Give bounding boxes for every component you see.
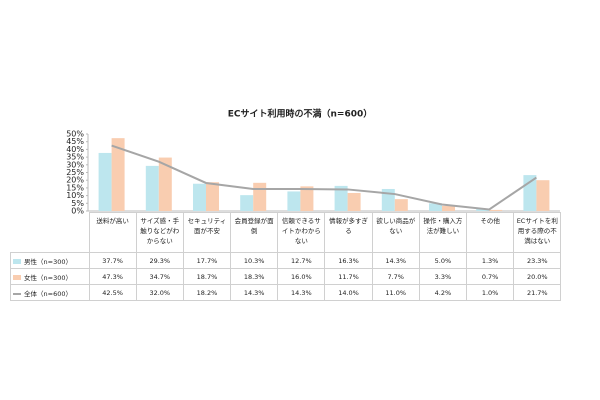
legend-swatch [13,275,21,280]
value-cell: 11.0% [371,284,420,301]
value-cell: 7.7% [371,268,420,285]
bar [476,208,490,211]
value-cell: 18.2% [182,284,232,301]
y-tick-label: 0% [71,207,84,216]
bar [287,191,301,211]
y-tick-label: 25% [66,168,84,177]
value-cell: 1.0% [465,284,515,301]
bar [111,138,125,211]
value-cell: 29.3% [135,252,184,269]
chart-title: ECサイト利用時の不満（n=600） [228,108,373,120]
category-label: その他 [465,212,515,253]
category-label: 欲しい商品がない [371,212,420,253]
value-cell: 0.7% [465,268,515,285]
y-tick-label: 45% [66,137,84,146]
value-cell: 14.3% [371,252,420,269]
bar [300,186,314,211]
value-cell: 47.3% [88,268,137,285]
value-cell: 3.3% [418,268,468,285]
category-label: セキュリティ面が不安 [182,212,232,253]
series-header: 全体（n=600） [10,284,90,301]
table-row: 女性（n=300） 47.3% 34.7% 18.7% 18.3% 16.0% 11.7% 7… [10,268,562,285]
value-cell: 14.3% [277,284,326,301]
bar [429,203,442,211]
category-label: ECサイトを利用する際の不満はない [513,212,562,253]
y-tick-label: 15% [66,183,84,192]
legend-swatch [13,259,21,264]
value-cell: 12.7% [277,252,326,269]
y-tick-label: 30% [66,160,84,169]
value-cell: 11.7% [324,268,373,285]
bar [334,185,348,211]
value-cell: 34.7% [135,268,184,285]
category-label: 操作・購入方法が難しい [418,212,468,253]
value-cell: 37.7% [88,252,137,269]
value-cell: 16.0% [277,268,326,285]
y-tick-label: 20% [66,176,84,185]
bar [394,199,408,211]
value-cell: 42.5% [88,284,137,301]
bar [253,182,267,211]
y-tick-label: 35% [66,153,84,162]
y-tick-label: 10% [66,191,84,200]
value-cell: 21.7% [513,284,562,301]
y-tick-label: 50% [66,130,84,139]
series-header: 女性（n=300） [10,268,90,285]
legend-label: 女性（n=300） [24,273,72,282]
y-tick-label: 5% [71,199,84,208]
data-table: 送料が高い サイズ感・手触りなどがわからない セキュリティ面が不安 会員登録が面倒 信頼… [10,212,562,301]
value-cell: 23.3% [513,252,562,269]
value-cell: 14.0% [324,284,373,301]
bar [145,165,159,211]
bar [158,157,172,211]
legend-label: 全体（n=600） [24,289,72,298]
table-row: 全体（n=600） 42.5% 32.0% 18.2% 14.3% 14.3% 14.0% 1… [10,284,562,301]
value-cell: 5.0% [418,252,468,269]
table-corner [11,213,90,253]
series-header: 男性（n=300） [10,252,90,269]
legend-label: 男性（n=300） [24,257,72,266]
bar [442,205,455,211]
category-label: 会員登録が面倒 [230,212,279,253]
value-cell: 32.0% [135,284,184,301]
value-cell: 18.7% [182,268,232,285]
value-cell: 1.3% [465,252,515,269]
table-row: 送料が高い サイズ感・手触りなどがわからない セキュリティ面が不安 会員登録が面倒 信頼… [11,212,562,253]
value-cell: 14.3% [230,284,279,301]
value-cell: 16.3% [324,252,373,269]
line [111,144,537,211]
y-tick-label: 40% [66,145,84,154]
value-cell: 17.7% [182,252,232,269]
bar [536,180,550,211]
value-cell: 10.3% [230,252,279,269]
legend-swatch [13,292,21,295]
category-label: 送料が高い [88,212,137,253]
bar [523,175,537,211]
table-row: 男性（n=300） 37.7% 29.3% 17.7% 10.3% 12.7% 16.3% 1… [10,252,562,269]
category-label: 信頼できるサイトかわからない [277,212,326,253]
value-cell: 20.0% [513,268,562,285]
bar [206,182,219,211]
category-label: 情報が多すぎる [324,212,373,253]
category-label: サイズ感・手触りなどがわからない [135,212,184,253]
bar [240,195,254,211]
bar [489,209,503,211]
bar [347,192,361,211]
bar [193,183,206,211]
value-cell: 18.3% [230,268,279,285]
bar [98,152,112,211]
value-cell: 4.2% [418,284,468,301]
